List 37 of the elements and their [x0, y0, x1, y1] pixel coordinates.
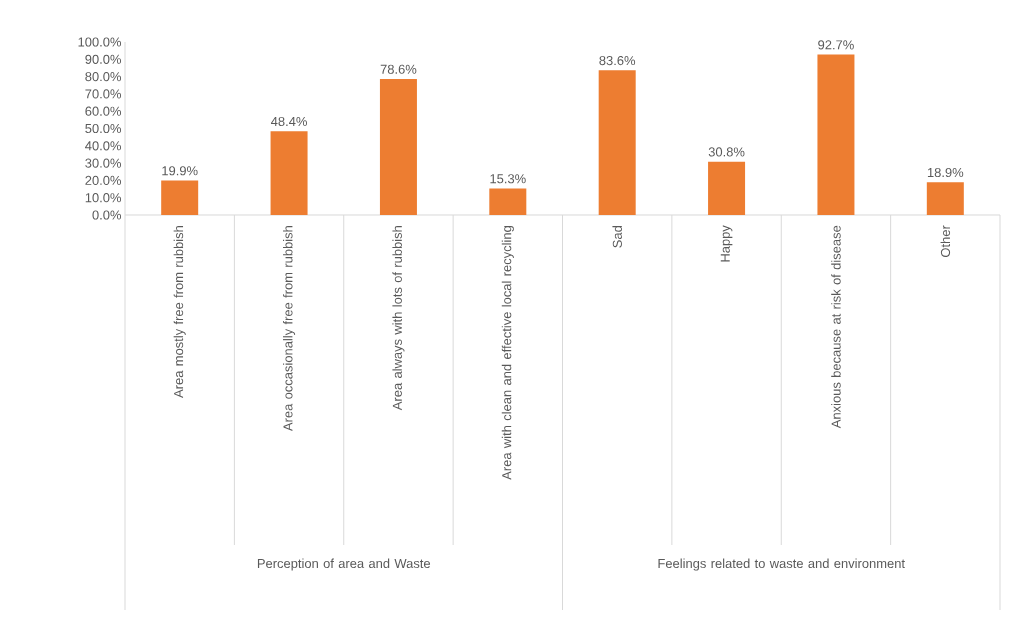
- y-tick-label: 100.0%: [78, 37, 122, 47]
- x-tick-label: Area occasionally free from rubbish: [283, 226, 296, 432]
- text: Feelings related to waste and environment: [658, 558, 905, 571]
- y-tick-label: 80.0%: [85, 72, 122, 82]
- bar: [817, 54, 855, 215]
- text: Perception of area and Waste: [257, 558, 431, 571]
- data-label: 78.6%: [380, 64, 417, 74]
- y-tick-label: 40.0%: [85, 141, 122, 151]
- y-tick-label: 50.0%: [85, 123, 122, 134]
- y-tick-label: 60.0%: [85, 106, 122, 116]
- y-tick-label: 10.0%: [85, 193, 122, 203]
- bar: [161, 180, 199, 215]
- bar: [708, 161, 746, 215]
- x-tick-label: Area always with lots of rubbish: [392, 226, 405, 411]
- y-tick-label: 90.0%: [85, 54, 122, 64]
- y-tick-label: 70.0%: [85, 89, 122, 99]
- x-tick-label: Happy: [720, 225, 733, 262]
- data-label: 15.3%: [490, 174, 526, 184]
- data-label: 48.4%: [271, 116, 307, 127]
- data-label: 83.6%: [599, 55, 636, 66]
- data-label: 30.8%: [708, 147, 745, 157]
- bar: [379, 79, 417, 215]
- bar: [598, 70, 636, 215]
- bar: [270, 131, 308, 215]
- y-tick-label: 0.0%: [92, 210, 122, 220]
- y-tick-label: 30.0%: [85, 158, 122, 168]
- data-label: 19.9%: [162, 166, 198, 176]
- x-tick-label: Anxious because at risk of disease: [831, 225, 841, 429]
- bar: [489, 188, 527, 215]
- data-label: 92.7%: [818, 40, 854, 50]
- x-tick-label: Area with clean and effective local recycling: [501, 226, 514, 480]
- data-label: 18.9%: [927, 167, 964, 178]
- x-tick-label: Sad: [612, 226, 622, 248]
- bar: [926, 182, 964, 215]
- x-tick-label: Other: [940, 225, 951, 257]
- y-tick-label: 20.0%: [85, 175, 122, 185]
- x-tick-label: Area mostly free from rubbish: [173, 226, 186, 398]
